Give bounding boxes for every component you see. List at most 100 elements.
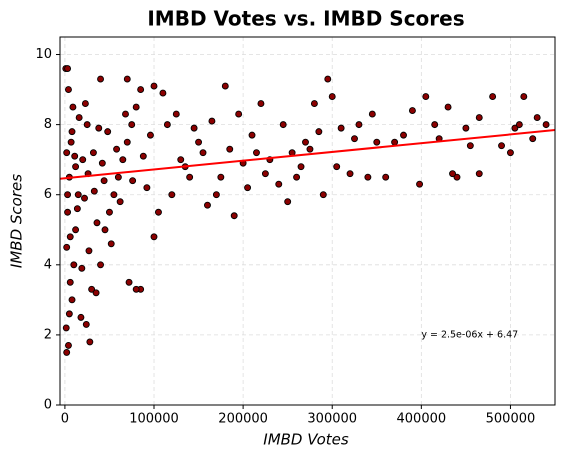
point (163, 121, 171, 129)
point (125, 278, 133, 286)
point (65, 310, 73, 318)
point (186, 173, 194, 181)
point (70, 261, 78, 269)
point (129, 177, 137, 185)
x-tick-label: 0 (61, 412, 69, 427)
point (159, 89, 167, 97)
y-tick-label: 4 (44, 257, 52, 272)
point (72, 226, 80, 234)
point (88, 285, 96, 293)
point (82, 320, 90, 328)
annotation: y = 2.5e-06x + 6.47 (421, 329, 518, 340)
point (257, 100, 265, 108)
point (67, 138, 75, 146)
y-tick-label: 2 (44, 327, 52, 342)
x-tick-label: 200000 (218, 412, 268, 427)
point (150, 233, 158, 241)
point (63, 243, 71, 251)
point (128, 121, 136, 129)
point (306, 145, 314, 153)
point (106, 208, 113, 216)
x-tick-label: 300000 (307, 412, 357, 427)
point (466, 142, 474, 150)
point (150, 82, 158, 90)
point (77, 313, 85, 321)
point (444, 103, 452, 111)
plot-frame (59, 36, 556, 406)
point (114, 173, 122, 181)
regression-line (60, 129, 555, 180)
point (104, 128, 112, 136)
point (279, 121, 287, 129)
point (139, 152, 147, 160)
point (65, 341, 72, 349)
point (244, 184, 252, 192)
point (230, 212, 238, 220)
point (95, 124, 103, 132)
point (315, 128, 323, 136)
y-tick-label: 10 (35, 47, 52, 62)
point (172, 110, 180, 118)
point (116, 198, 124, 206)
point (529, 135, 537, 143)
point (64, 65, 72, 72)
point (66, 233, 74, 241)
point (416, 180, 424, 188)
x-tick-label: 400000 (397, 412, 447, 427)
point (68, 128, 76, 136)
point (515, 121, 523, 129)
point (78, 264, 86, 272)
point (75, 114, 83, 122)
point (132, 285, 140, 293)
point (107, 240, 115, 248)
point (89, 149, 97, 157)
point (177, 156, 185, 164)
plot-area (60, 65, 555, 356)
point (324, 75, 332, 83)
point (355, 121, 363, 129)
y-tick-label: 0 (44, 398, 52, 413)
point (100, 177, 108, 185)
point (86, 338, 94, 346)
chart-title: IMBD Votes vs. IMBD Scores (147, 7, 464, 31)
point (93, 219, 101, 227)
point (449, 170, 456, 178)
point (98, 159, 106, 167)
point (221, 82, 229, 90)
point (97, 75, 104, 83)
point (190, 124, 198, 132)
point (155, 208, 162, 216)
point (310, 100, 318, 108)
point (328, 93, 336, 101)
point (69, 103, 77, 111)
point (248, 131, 256, 139)
point (364, 173, 372, 181)
x-tick-label: 500000 (486, 412, 536, 427)
point (195, 138, 203, 146)
point (226, 145, 234, 153)
point (199, 149, 207, 157)
point (122, 110, 129, 118)
point (319, 191, 327, 199)
point (212, 191, 220, 199)
x-axis-label: IMBD Votes (263, 431, 349, 449)
point (63, 348, 71, 356)
point (297, 163, 305, 171)
point (275, 180, 283, 188)
point (261, 170, 269, 178)
point (337, 124, 345, 132)
point (81, 194, 88, 202)
point (431, 121, 439, 129)
point (168, 191, 176, 199)
point (284, 198, 292, 206)
point (462, 124, 470, 132)
point (208, 117, 216, 125)
point (92, 289, 100, 297)
point (64, 191, 72, 199)
point (146, 131, 154, 139)
point (498, 142, 505, 150)
point (123, 138, 131, 146)
point (293, 173, 301, 181)
point (368, 110, 376, 118)
point (132, 103, 140, 111)
